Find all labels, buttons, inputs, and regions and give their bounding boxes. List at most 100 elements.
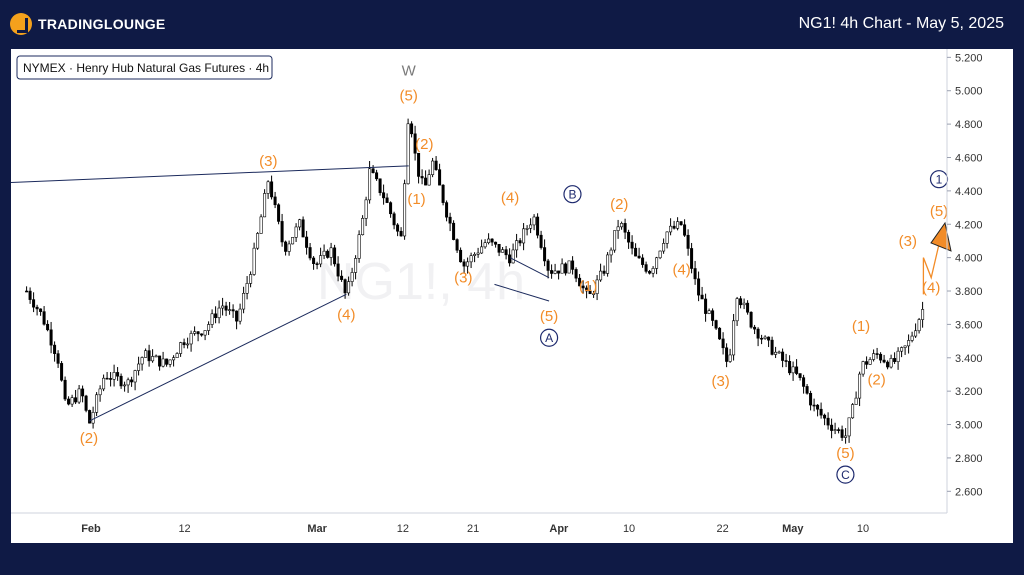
candle-body: [917, 319, 921, 332]
y-tick-label: 4.400: [955, 186, 983, 198]
chart-title: NG1! 4h Chart - May 5, 2025: [798, 15, 1004, 32]
candle-body: [854, 397, 858, 405]
candle-body: [224, 305, 228, 311]
candle-body: [830, 424, 834, 431]
candle-body: [256, 233, 260, 249]
candle-body: [753, 326, 757, 330]
candle-body: [140, 357, 144, 365]
candle-body: [196, 331, 200, 335]
candle-body: [788, 361, 792, 374]
candle-body: [361, 218, 365, 236]
candle-body: [77, 388, 81, 403]
candle-body: [567, 260, 571, 274]
candle-body: [452, 222, 456, 240]
candle-body: [263, 193, 267, 218]
candle-body: [431, 160, 435, 175]
wave-label: 1: [936, 173, 943, 187]
candle-body: [868, 359, 872, 365]
candle-body: [63, 379, 67, 400]
brand-name: TRADINGLOUNGE: [38, 16, 166, 32]
wave-label: (4): [672, 261, 690, 278]
wave-label: (2): [867, 371, 885, 388]
candle-body: [322, 250, 326, 256]
candle-body: [714, 320, 718, 329]
wave-label: C: [841, 468, 850, 482]
candle-body: [823, 414, 827, 419]
candle-body: [154, 355, 158, 358]
chart-header: TRADINGLOUNGE NG1! 4h Chart - May 5, 202…: [0, 0, 1024, 48]
candle-body: [837, 429, 841, 431]
candle-body: [599, 270, 603, 281]
candle-body: [490, 238, 494, 243]
candle-body: [907, 340, 911, 347]
candle-body: [840, 429, 844, 438]
candle-body: [420, 176, 424, 179]
wave-circle: [539, 328, 559, 347]
candle-body: [210, 313, 214, 325]
candle-body: [326, 250, 330, 258]
candle-body: [585, 287, 589, 292]
symbol-label: NYMEX · Henry Hub Natural Gas Futures · …: [23, 61, 269, 75]
candle-body: [462, 261, 466, 267]
candle-body: [648, 271, 652, 274]
candle-body: [571, 260, 575, 270]
candle-body: [389, 202, 393, 215]
candle-body: [756, 328, 760, 339]
candle-body: [882, 359, 886, 363]
candle-body: [546, 260, 550, 271]
candle-body: [336, 263, 340, 277]
candle-body: [641, 257, 645, 265]
candle-body: [872, 353, 876, 360]
x-tick-label: Feb: [81, 523, 101, 535]
candle-body: [662, 243, 666, 252]
candle-body: [795, 366, 799, 374]
wave-label: (1): [852, 318, 870, 335]
candle-body: [497, 243, 501, 253]
projection-path: [922, 244, 940, 295]
candle-body: [816, 404, 820, 410]
candle-body: [217, 307, 221, 319]
candle-body: [459, 249, 463, 263]
candle-body: [665, 231, 669, 244]
candle-body: [914, 330, 918, 337]
candle-body: [819, 408, 823, 416]
candle-body: [74, 397, 78, 403]
candle-body: [742, 302, 746, 306]
candle-body: [399, 230, 403, 237]
candle-body: [466, 261, 470, 267]
candle-body: [88, 410, 92, 424]
candle-body: [588, 290, 592, 295]
candle-body: [280, 221, 284, 243]
trendline: [10, 165, 409, 184]
x-tick-label: 10: [857, 523, 869, 535]
candle-body: [809, 393, 813, 406]
candle-body: [690, 248, 694, 269]
candle-body: [368, 168, 372, 201]
candle-body: [865, 361, 869, 365]
candle-body: [623, 223, 627, 233]
candle-body: [711, 310, 715, 321]
candle-body: [357, 234, 361, 259]
wave-label: B: [568, 188, 576, 202]
candle-body: [802, 377, 806, 387]
candle-body: [91, 412, 95, 424]
candle-body: [364, 199, 368, 219]
candle-body: [287, 243, 291, 252]
candle-body: [861, 361, 865, 375]
candle-body: [245, 283, 249, 294]
candle-body: [273, 196, 277, 206]
candle-body: [347, 281, 351, 294]
candle-body: [186, 343, 190, 346]
candle-body: [630, 241, 634, 249]
candle-body: [564, 263, 568, 274]
candle-body: [270, 181, 274, 198]
candle-body: [438, 169, 442, 186]
candle-body: [81, 388, 85, 397]
candle-body: [350, 272, 354, 282]
candle-body: [658, 250, 662, 259]
candle-body: [669, 225, 673, 233]
candle-body: [910, 335, 914, 341]
candle-body: [392, 213, 396, 226]
candle-body: [732, 320, 736, 356]
wave-label: (2): [610, 196, 628, 213]
